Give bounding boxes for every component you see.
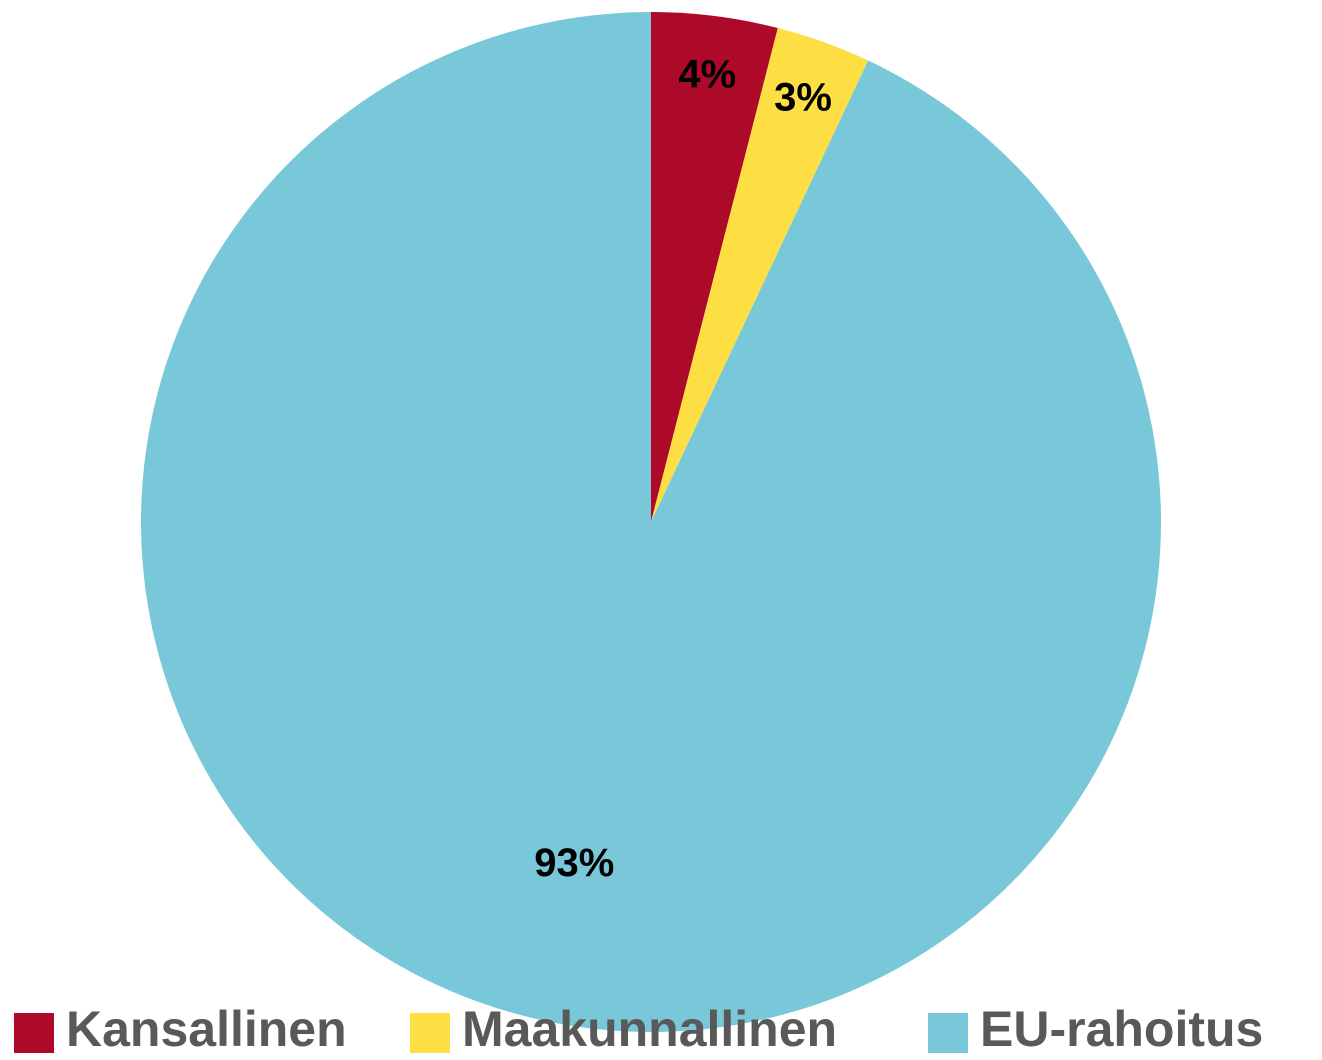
legend: Kansallinen Maakunnallinen EU-rahoitus [14,1001,1263,1057]
legend-swatch [410,1013,450,1053]
legend-swatch [928,1013,968,1053]
legend-label: EU-rahoitus [980,1001,1263,1057]
value-label: 93% [534,841,614,885]
legend-label: Maakunnallinen [462,1001,837,1057]
value-label: 3% [774,75,832,119]
pie-slice [651,28,869,523]
pie-slice [141,12,1161,1032]
legend-label: Kansallinen [66,1001,347,1057]
pie-slice [651,12,778,522]
legend-swatch [14,1013,54,1053]
value-label: 4% [678,52,736,96]
value-labels: 4% 3% 93% [534,52,832,885]
pie [141,12,1161,1032]
